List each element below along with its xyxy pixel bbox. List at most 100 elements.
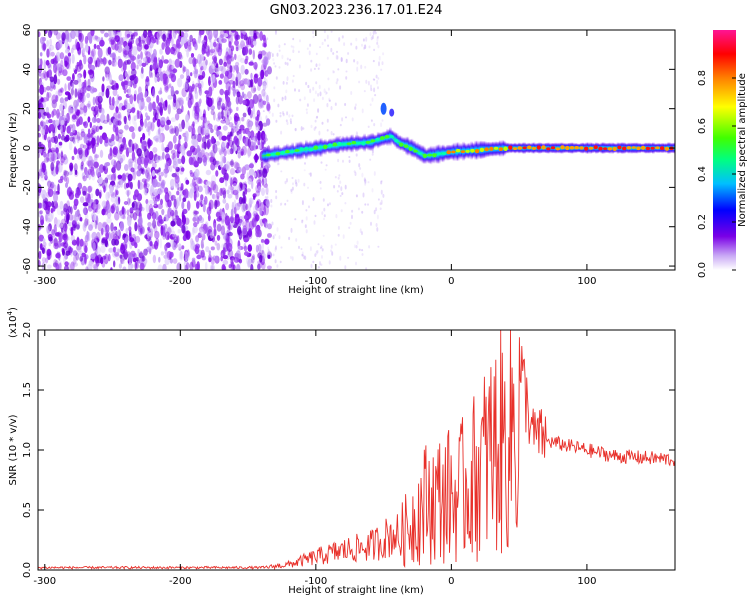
noise-speckle (241, 78, 246, 85)
noise-speckle (197, 53, 202, 65)
noise-speckle (255, 225, 261, 234)
noise-speckle (164, 163, 170, 174)
noise-speckle (162, 33, 166, 42)
noise-speckle (183, 82, 189, 91)
noise-speckle (189, 157, 194, 166)
noise-speckle (96, 110, 99, 117)
noise-speckle (259, 218, 264, 227)
signal-core (470, 148, 475, 153)
noise-speckle (248, 228, 253, 238)
noise-speckle (305, 81, 308, 86)
noise-speckle (327, 44, 330, 47)
noise-speckle (248, 163, 254, 169)
noise-speckle (90, 193, 94, 199)
noise-speckle (236, 123, 239, 128)
signal-core (536, 145, 541, 150)
noise-speckle (230, 45, 235, 52)
noise-speckle (114, 100, 119, 107)
noise-speckle (334, 176, 337, 179)
noise-speckle (198, 59, 202, 68)
noise-speckle (81, 132, 86, 139)
noise-speckle (55, 119, 60, 127)
noise-speckle (267, 223, 272, 230)
noise-speckle (215, 117, 221, 122)
noise-speckle (262, 253, 267, 259)
noise-speckle (273, 98, 276, 103)
noise-speckle (354, 106, 357, 110)
noise-speckle (369, 31, 372, 37)
noise-speckle (198, 215, 203, 221)
signal-core (441, 152, 447, 156)
signal-core (498, 147, 503, 152)
noise-speckle (117, 137, 123, 143)
noise-speckle (41, 247, 45, 255)
noise-speckle (326, 103, 329, 108)
noise-speckle (230, 125, 237, 133)
noise-speckle (140, 113, 144, 123)
noise-speckle (228, 47, 231, 56)
noise-speckle (197, 185, 203, 193)
noise-speckle (250, 263, 254, 270)
noise-speckle (312, 86, 315, 91)
signal-core (308, 148, 314, 152)
noise-speckle (75, 210, 79, 217)
x-tick-label: -300 (33, 276, 56, 287)
noise-speckle (178, 243, 182, 249)
noise-speckle (348, 159, 351, 163)
noise-speckle (265, 186, 269, 195)
noise-speckle (126, 33, 131, 38)
noise-speckle (42, 241, 47, 247)
noise-speckle (72, 44, 77, 51)
noise-speckle (194, 90, 199, 100)
noise-speckle (230, 123, 237, 131)
noise-speckle (156, 39, 160, 45)
noise-speckle (99, 149, 104, 158)
noise-speckle (132, 194, 137, 201)
noise-speckle (301, 253, 304, 257)
noise-speckle (373, 87, 376, 93)
noise-speckle (108, 247, 114, 253)
noise-speckle (372, 59, 375, 63)
noise-speckle (57, 152, 61, 158)
noise-speckle (212, 143, 215, 151)
noise-speckle (94, 199, 99, 205)
noise-speckle (281, 96, 284, 102)
noise-speckle (263, 79, 266, 84)
noise-speckle (344, 103, 347, 106)
noise-speckle (131, 202, 135, 208)
noise-speckle (104, 136, 109, 144)
noise-speckle (179, 250, 183, 260)
noise-speckle (78, 116, 83, 125)
noise-speckle (63, 203, 69, 213)
noise-speckle (70, 30, 76, 40)
noise-speckle (110, 195, 117, 203)
noise-speckle (176, 190, 180, 196)
noise-speckle (310, 68, 313, 72)
noise-speckle (240, 39, 244, 45)
noise-speckle (264, 65, 267, 70)
noise-speckle (226, 96, 231, 103)
noise-speckle (124, 45, 130, 51)
noise-speckle (101, 208, 106, 216)
noise-speckle (271, 53, 274, 58)
noise-speckle (119, 254, 123, 259)
noise-speckle (166, 157, 172, 167)
noise-speckle (181, 119, 186, 130)
noise-speckle (211, 193, 215, 199)
noise-speckle (60, 119, 65, 126)
noise-speckle (74, 69, 78, 75)
noise-speckle (83, 144, 87, 149)
noise-speckle (125, 182, 130, 189)
noise-speckle (102, 221, 108, 228)
noise-speckle (208, 257, 212, 263)
noise-speckle (190, 242, 196, 251)
noise-speckle (347, 256, 350, 259)
noise-speckle (159, 71, 164, 82)
noise-speckle (40, 202, 46, 209)
noise-speckle (238, 258, 243, 264)
noise-speckle (273, 86, 276, 90)
noise-speckle (64, 83, 67, 92)
noise-speckle (319, 261, 321, 266)
noise-speckle (70, 87, 74, 96)
signal-core (337, 141, 342, 147)
